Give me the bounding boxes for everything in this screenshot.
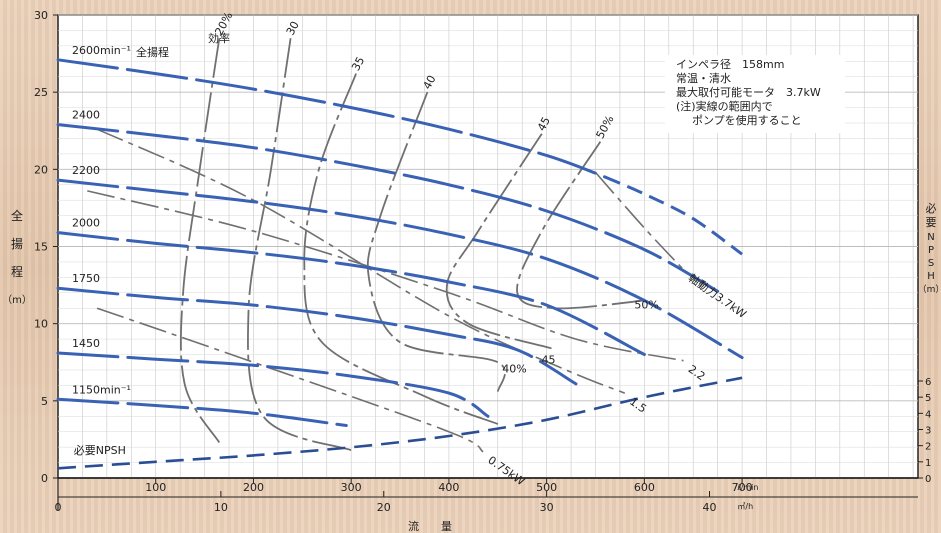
head-curve (56, 58, 607, 179)
right-axis-title-char: 要 (926, 216, 937, 229)
y-axis-title-char: 全 (11, 208, 23, 223)
efficiency-curve (303, 73, 499, 425)
y-tick-label: 5 (41, 395, 48, 408)
npsh-label: 必要NPSH (74, 444, 126, 457)
x-tick-label-lmin: 500 (536, 481, 557, 494)
efficiency-label: 30 (284, 19, 302, 37)
x-tick-label-m3h: 20 (377, 501, 391, 514)
right-axis-tick-label: 2 (925, 442, 931, 453)
y-axis-title-char: 揚 (11, 237, 23, 251)
note-line: インペラ径 158mm (676, 58, 784, 71)
head-curve (56, 286, 578, 386)
efficiency-title: 効率 (208, 31, 230, 45)
x-tick-label-m3h: 30 (540, 501, 554, 514)
right-axis-tick-label: 5 (925, 393, 931, 404)
right-axis-title-char: H (927, 271, 935, 282)
x-tick-label-lmin: 100 (145, 481, 166, 494)
y-tick-label: 15 (34, 241, 48, 254)
x-tick-label-m3h: 10 (214, 501, 228, 514)
curves (56, 38, 744, 470)
efficiency-curve (179, 38, 221, 443)
note-line: ポンプを使用すること (692, 114, 802, 127)
right-axis-title-char: S (928, 258, 934, 269)
efficiency-label: 45 (535, 115, 553, 133)
efficiency-curve (445, 133, 552, 350)
right-axis-title-char: P (928, 245, 934, 256)
efficiency-label-end: 45 (542, 353, 556, 366)
x-tick-label-lmin: 600 (634, 481, 655, 494)
head-curve (56, 123, 720, 293)
right-axis-title-char: 必 (926, 202, 937, 215)
head-curve (56, 231, 646, 356)
head-curve-extension (604, 175, 743, 256)
x-tick-label-m3h: 0 (55, 501, 62, 514)
head-curve-label: 2400 (72, 109, 100, 122)
right-axis-tick-label: 1 (925, 458, 931, 469)
head-curve-label: 1150min⁻¹ (72, 383, 131, 396)
efficiency-label: 35 (349, 55, 367, 73)
right-axis-tick-label: 4 (925, 409, 931, 420)
x-tick-label-m3h: 40 (703, 501, 717, 514)
notes-box (665, 55, 845, 133)
y-axis-title-char: 程 (11, 264, 23, 279)
note-line: 常温・清水 (676, 72, 731, 85)
npsh-curve (57, 376, 743, 470)
y-tick-label: 0 (41, 472, 48, 485)
head-curve-label: 2200 (72, 164, 100, 177)
power-curve (87, 190, 684, 362)
right-axis-title-char: N (927, 232, 934, 243)
note-line: (注)実線の範囲内で (676, 99, 773, 113)
x-tick-label-lmin: 200 (243, 481, 264, 494)
y-tick-label: 10 (34, 318, 48, 331)
right-axis-tick-label: 0 (925, 474, 931, 485)
efficiency-label: 40 (421, 73, 439, 91)
x-axis-title: 流 量 (408, 519, 452, 533)
y-tick-label: 20 (34, 163, 48, 176)
head-curve-label: 2600min⁻¹ (72, 44, 131, 57)
efficiency-label-end: 40% (502, 362, 526, 375)
right-axis-tick-label: 6 (925, 377, 931, 388)
head-curve-note: 全揚程 (136, 45, 169, 59)
efficiency-curve (516, 141, 645, 310)
y-tick-label: 25 (34, 86, 48, 99)
x-axis-unit-m3h: ㎥/h (737, 502, 753, 511)
right-axis-title-char: （m） (918, 284, 941, 295)
efficiency-curve (366, 91, 506, 392)
x-tick-label-lmin: 700 (732, 481, 753, 494)
head-curve (56, 178, 744, 360)
x-axis-unit-lmin: ℓ/min (736, 483, 758, 492)
y-tick-label: 30 (34, 9, 48, 22)
head-curve-label: 1450 (72, 337, 100, 350)
efficiency-curve (247, 38, 352, 452)
x-tick-label-lmin: 300 (341, 481, 362, 494)
right-axis-tick-label: 3 (925, 426, 931, 437)
power-curve (594, 171, 685, 271)
note-line: 最大取付可能モータ 3.7kW (676, 85, 821, 99)
power-curve (96, 307, 484, 453)
efficiency-label-end: 50% (634, 299, 658, 312)
head-curve (56, 351, 490, 418)
head-curve-label: 2000 (72, 217, 100, 230)
head-curve (56, 397, 348, 427)
power-curve (96, 128, 626, 394)
head-curve-label: 1750 (72, 272, 100, 285)
x-tick-label-lmin: 400 (438, 481, 459, 494)
y-axis-title-char: （m） (2, 294, 32, 306)
